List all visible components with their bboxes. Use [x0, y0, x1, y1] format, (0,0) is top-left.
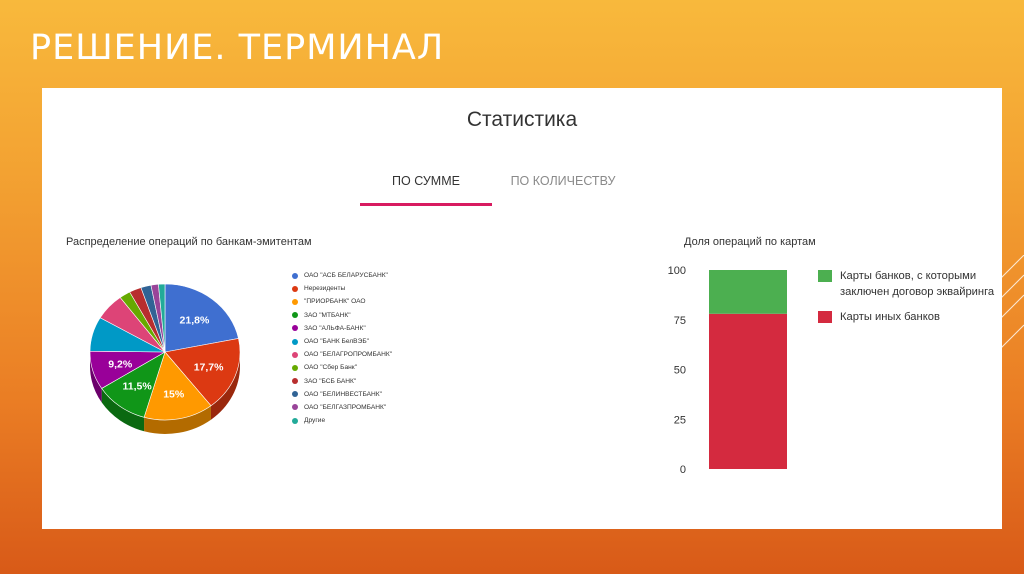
pie-slice-side	[101, 388, 145, 432]
bar-legend-item[interactable]: Карты банков, с которыми заключен догово…	[818, 268, 1002, 300]
pie-legend-item[interactable]: ОАО "БЕЛАГРОПРОМБАНК"	[292, 348, 392, 361]
pie-legend-label: ОАО "БЕЛАГРОПРОМБАНК"	[304, 351, 393, 359]
legend-dot-icon	[292, 285, 298, 292]
pie-chart-title: Распределение операций по банкам-эмитент…	[66, 236, 312, 248]
stacked-bar-chart: 0 25 50 75 100	[668, 265, 787, 476]
pie-legend-item[interactable]: ОАО "БЕЛГАЗПРОМБАНК"	[292, 401, 392, 414]
pie-slice-label: 21,8%	[180, 314, 210, 326]
pie-legend-label: ЗАО "МТБАНК"	[304, 311, 351, 319]
slide-title: РЕШЕНИЕ. ТЕРМИНАЛ	[30, 28, 445, 68]
pie-legend-item[interactable]: "ПРИОРБАНК" ОАО	[292, 295, 392, 308]
pie-slice-side	[144, 405, 211, 434]
pie-slice-side	[90, 352, 102, 403]
pie-legend-item[interactable]: ОАО "БЕЛИНВЕСТБАНК"	[292, 388, 392, 401]
panel-title: Статистика	[466, 108, 578, 131]
legend-dot-icon	[292, 298, 298, 305]
legend-dot-icon	[292, 391, 298, 398]
pie-slice[interactable]	[158, 283, 166, 353]
pie-legend-item[interactable]: ОАО "АСБ БЕЛАРУСБАНК"	[292, 269, 392, 282]
pie-legend-label: ОАО "БАНК БелВЭБ"	[304, 338, 369, 346]
legend-dot-icon	[292, 364, 298, 371]
pie-slice-label: 15%	[163, 388, 185, 400]
pie-legend-item[interactable]: Другие	[292, 414, 392, 427]
pie-legend-label: ЗАО "АЛЬФА-БАНК"	[304, 324, 366, 332]
pie-slices	[89, 283, 241, 421]
pie-slice-side	[210, 352, 240, 420]
bar-chart-title: Доля операций по картам	[684, 236, 816, 248]
pie-depth	[90, 352, 240, 434]
pie-legend-label: ОАО "БЕЛГАЗПРОМБАНК"	[304, 403, 387, 411]
pie-slice[interactable]	[164, 283, 239, 353]
bar-legend-item[interactable]: Карты иных банков	[818, 309, 1002, 325]
pie-legend-item[interactable]: ОАО "БАНК БелВЭБ"	[292, 335, 392, 348]
bar-legend-label: Карты иных банков	[840, 311, 940, 323]
bar-segment[interactable]	[709, 313, 787, 469]
y-tick-label: 0	[680, 464, 686, 476]
pie-legend-label: "ПРИОРБАНК" ОАО	[304, 298, 366, 306]
legend-swatch-icon	[818, 270, 832, 282]
bar-segment[interactable]	[709, 270, 787, 314]
pie-slice-label: 17,7%	[194, 362, 224, 374]
statistics-panel: Статистика ПО СУММЕ ПО КОЛИЧЕСТВУ Распре…	[42, 88, 1002, 529]
y-tick-label: 100	[668, 265, 686, 277]
pie-legend-label: Другие	[304, 417, 326, 425]
tab-by-count[interactable]: ПО КОЛИЧЕСТВУ	[510, 174, 616, 188]
y-tick-label: 75	[674, 315, 686, 327]
pie-slice-label: 11,5%	[122, 381, 152, 393]
legend-dot-icon	[292, 338, 298, 345]
legend-dot-icon	[292, 417, 298, 424]
legend-dot-icon	[292, 351, 298, 358]
legend-dot-icon	[292, 325, 298, 332]
pie-legend-item[interactable]: Нерезиденты	[292, 282, 392, 295]
pie-legend-item[interactable]: ЗАО "БСБ БАНК"	[292, 375, 392, 388]
y-tick-label: 50	[674, 365, 686, 377]
pie-legend-label: Нерезиденты	[304, 285, 346, 293]
tab-by-sum[interactable]: ПО СУММЕ	[392, 174, 460, 188]
pie-slice[interactable]	[164, 338, 241, 407]
active-tab-indicator	[360, 203, 492, 206]
pie-legend-label: ОАО "АСБ БЕЛАРУСБАНК"	[304, 272, 388, 280]
pie-legend-item[interactable]: ОАО "Сбер Банк"	[292, 361, 392, 374]
pie-chart: 21,8% 17,7% 15% 11,5% 9,2%	[89, 283, 241, 434]
y-tick-label: 25	[674, 414, 686, 426]
pie-legend-label: ОАО "Сбер Банк"	[304, 364, 358, 372]
pie-slice-label: 9,2%	[108, 359, 133, 371]
pie-legend-label: ЗАО "БСБ БАНК"	[304, 377, 357, 385]
legend-dot-icon	[292, 404, 298, 411]
bar-legend: Карты банков, с которыми заключен догово…	[818, 268, 1002, 334]
pie-legend-item[interactable]: ЗАО "АЛЬФА-БАНК"	[292, 322, 392, 335]
pie-slice[interactable]	[143, 351, 212, 421]
bar-legend-label: Карты банков, с которыми заключен догово…	[840, 270, 995, 298]
legend-dot-icon	[292, 272, 298, 279]
pie-legend: ОАО "АСБ БЕЛАРУСБАНК" Нерезиденты "ПРИОРБА…	[292, 269, 392, 427]
legend-swatch-icon	[818, 311, 832, 323]
pie-legend-item[interactable]: ЗАО "МТБАНК"	[292, 309, 392, 322]
pie-legend-label: ОАО "БЕЛИНВЕСТБАНК"	[304, 390, 382, 398]
legend-dot-icon	[292, 312, 298, 319]
legend-dot-icon	[292, 378, 298, 385]
